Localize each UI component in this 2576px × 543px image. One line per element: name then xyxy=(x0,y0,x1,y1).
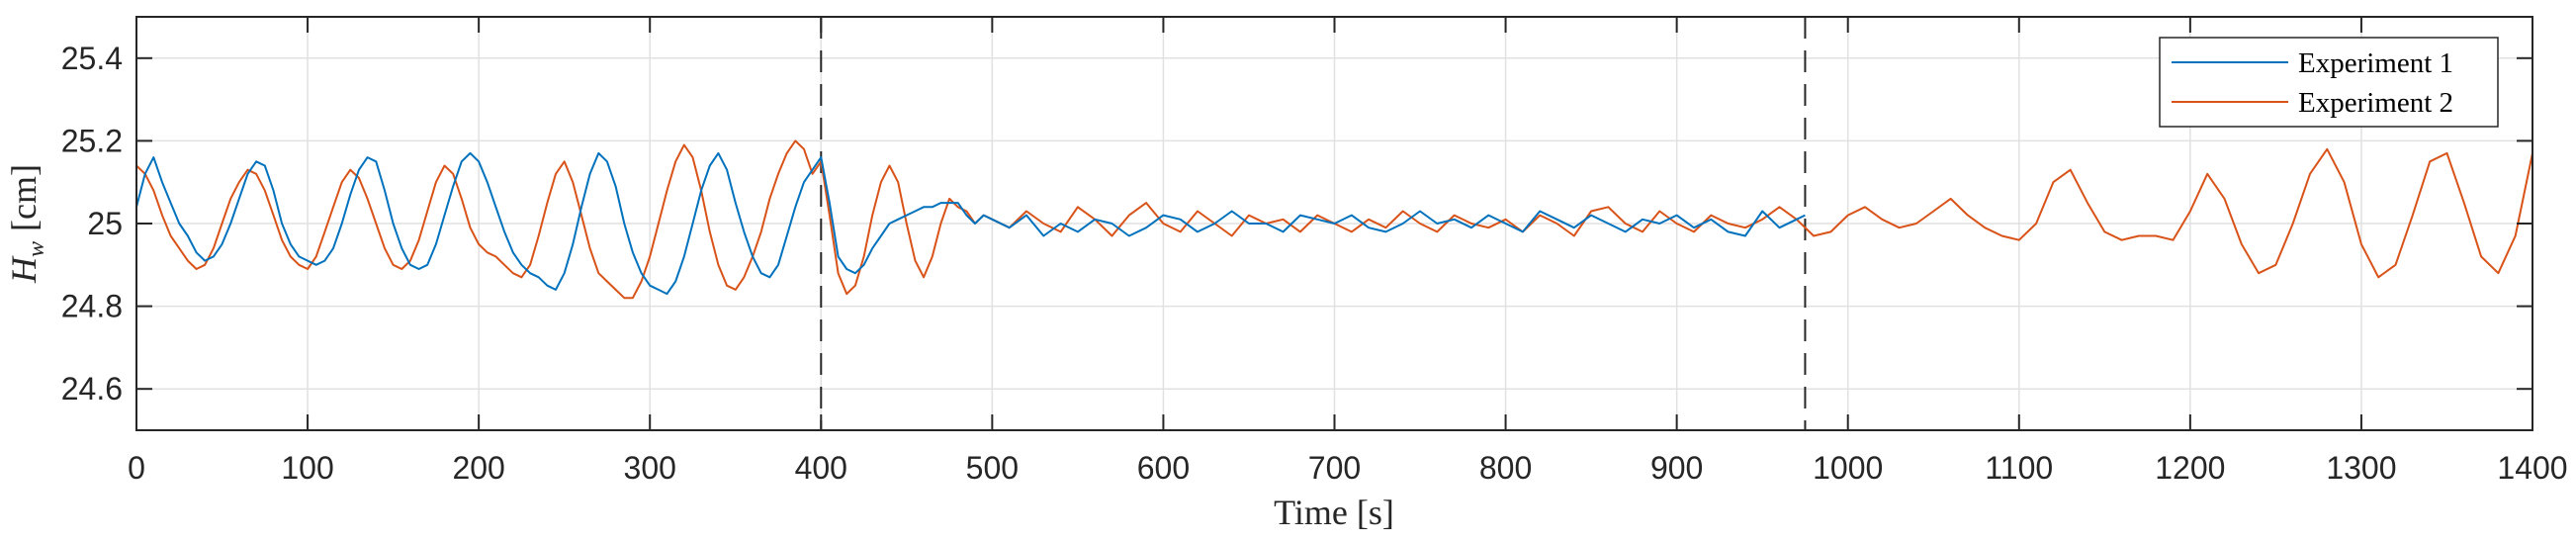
series-line-experiment-2 xyxy=(135,139,2533,300)
x-tick-label: 1000 xyxy=(1813,450,1883,486)
x-tick-label: 400 xyxy=(795,450,847,486)
legend: Experiment 1 Experiment 2 xyxy=(2159,37,2499,128)
y-tick-label: 25.2 xyxy=(61,123,123,158)
series-group xyxy=(135,139,2533,300)
x-axis-title: Time [s] xyxy=(1274,493,1394,532)
legend-label-experiment-1: Experiment 1 xyxy=(2298,47,2453,79)
x-tick-label: 1200 xyxy=(2155,450,2225,486)
y-axis-title-unit: [cm] xyxy=(4,164,44,231)
y-tick-label: 25 xyxy=(87,206,123,241)
x-tick-label: 700 xyxy=(1308,450,1361,486)
x-tick-label: 200 xyxy=(452,450,504,486)
x-tick-label: 1100 xyxy=(1985,450,2053,486)
series-line-experiment-1 xyxy=(135,151,1806,296)
y-tick-label: 24.8 xyxy=(61,289,123,324)
y-tick-label: 24.6 xyxy=(61,371,123,407)
x-tick-label: 300 xyxy=(624,450,676,486)
y-axis-title-sub: w xyxy=(24,241,49,257)
tick-labels: 0 100 200 300 400 500 600 700 800 900 1000 1100 1200… xyxy=(61,41,2568,486)
x-tick-label: 100 xyxy=(281,450,333,486)
x-tick-label: 600 xyxy=(1137,450,1190,486)
x-tick-label: 800 xyxy=(1479,450,1532,486)
x-tick-label: 1300 xyxy=(2326,450,2396,486)
axis-ticks xyxy=(135,17,2533,430)
legend-box xyxy=(2159,37,2499,128)
x-tick-label: 0 xyxy=(128,450,145,486)
x-tick-label: 500 xyxy=(966,450,1019,486)
reference-lines xyxy=(820,17,1807,430)
x-tick-label: 1400 xyxy=(2497,450,2567,486)
x-tick-label: 900 xyxy=(1650,450,1703,486)
y-axis-title-main: H xyxy=(4,255,44,284)
y-tick-label: 25.4 xyxy=(61,41,123,76)
y-axis-title: Hw [cm] xyxy=(4,164,49,284)
legend-label-experiment-2: Experiment 2 xyxy=(2298,87,2453,119)
